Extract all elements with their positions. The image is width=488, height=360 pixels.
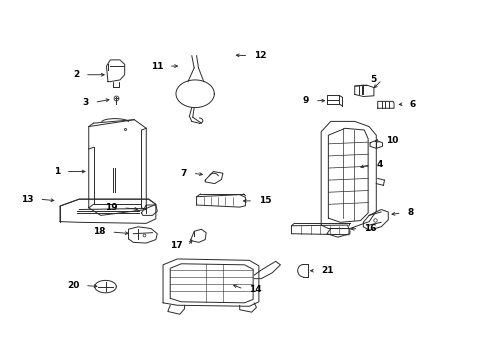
Text: 6: 6 — [409, 100, 415, 109]
Text: 19: 19 — [104, 203, 117, 212]
Text: 5: 5 — [369, 76, 376, 85]
Text: 12: 12 — [254, 51, 266, 60]
Text: 10: 10 — [385, 136, 397, 145]
Text: 2: 2 — [73, 70, 79, 79]
Text: 14: 14 — [249, 284, 262, 293]
Text: 11: 11 — [150, 62, 163, 71]
Text: 20: 20 — [67, 281, 79, 290]
Text: 16: 16 — [364, 224, 376, 233]
Text: 18: 18 — [93, 228, 105, 237]
Text: 13: 13 — [21, 195, 34, 204]
Text: 1: 1 — [54, 167, 60, 176]
Text: 9: 9 — [302, 96, 308, 105]
Text: 3: 3 — [82, 98, 89, 107]
Text: 17: 17 — [169, 241, 182, 250]
Text: 4: 4 — [376, 160, 382, 169]
Text: 15: 15 — [258, 197, 271, 205]
Text: 8: 8 — [407, 208, 413, 217]
Text: 7: 7 — [180, 169, 186, 178]
Text: 21: 21 — [321, 266, 333, 275]
